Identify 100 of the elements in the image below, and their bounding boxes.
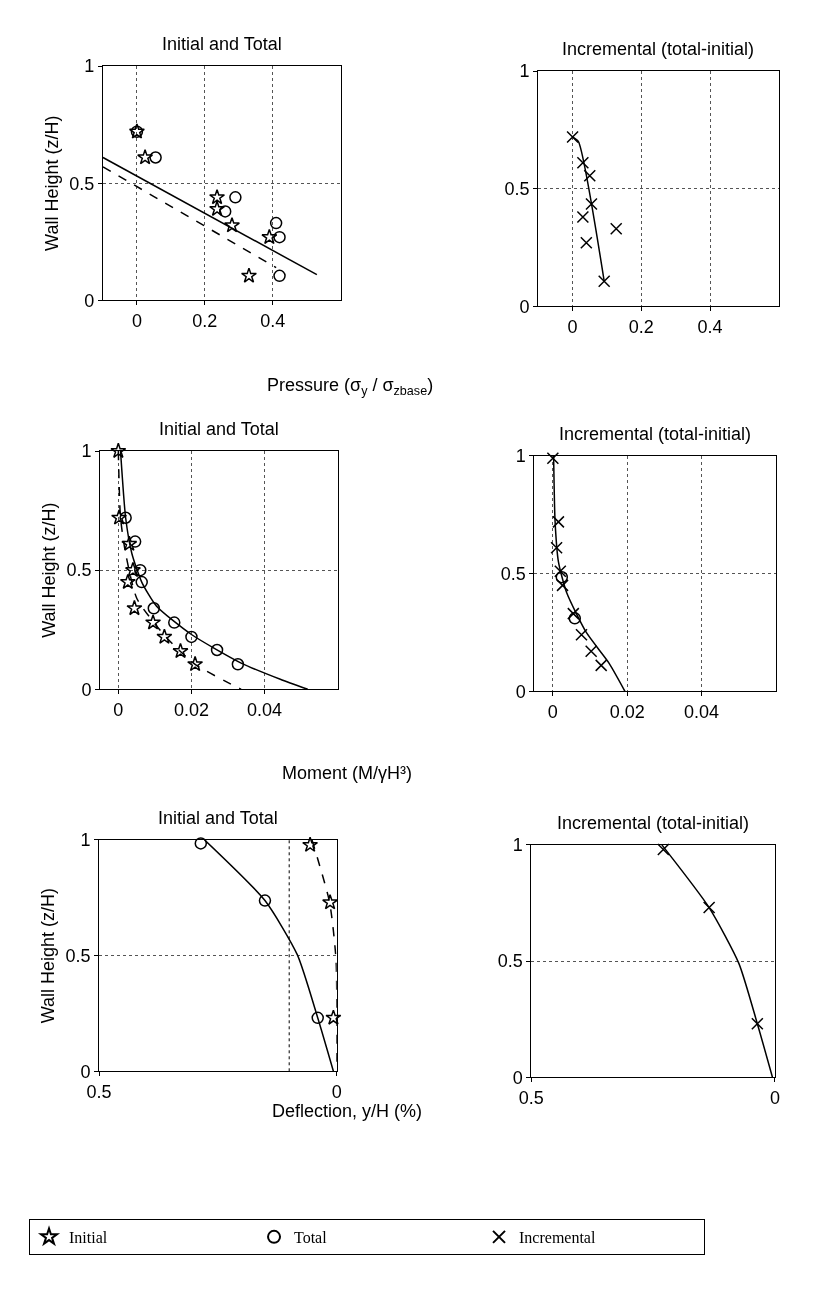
x-tick-label: 0 [567, 316, 578, 337]
point [128, 535, 142, 548]
chart-title: Incremental (total-initial) [559, 424, 752, 444]
point [302, 836, 319, 852]
y-tick-label: 0.5 [497, 951, 523, 972]
point [546, 452, 560, 465]
point [550, 541, 563, 554]
x-tick-label: 0 [547, 701, 558, 722]
point [751, 1017, 764, 1030]
point [566, 130, 579, 144]
chart-title: Initial and Total [159, 419, 279, 439]
y-tick-label: 0 [512, 1067, 523, 1088]
point [110, 509, 128, 525]
y-tick-label: 1 [84, 56, 95, 77]
point [609, 222, 623, 235]
y-axis-title: Wall Height (z/H) [41, 115, 62, 251]
point [554, 565, 567, 578]
point [137, 149, 154, 165]
y-axis-title: Wall Height (z/H) [37, 887, 58, 1024]
legend-label: Total [294, 1229, 328, 1247]
point [702, 901, 716, 914]
y-tick-label: 1 [80, 830, 91, 851]
y-tick-label: 1 [519, 61, 530, 82]
point [594, 659, 608, 672]
point [210, 643, 224, 657]
chart-title: Initial and Total [158, 808, 278, 828]
point [119, 511, 132, 525]
point [121, 535, 138, 551]
x-tick-label: 0 [331, 1081, 342, 1102]
point [552, 515, 565, 529]
y-tick-label: 0.5 [65, 945, 91, 966]
point [556, 579, 569, 592]
point [218, 205, 232, 218]
point [223, 217, 241, 233]
point [261, 228, 278, 245]
x-tick-label: 0 [769, 1087, 780, 1108]
y-tick-label: 1 [512, 835, 523, 856]
y-tick-label: 0.5 [500, 563, 526, 584]
x-tick-label: 0.2 [628, 316, 654, 337]
y-tick-label: 0 [81, 679, 92, 700]
point [567, 607, 580, 620]
point [580, 236, 593, 250]
point [187, 655, 204, 672]
y-tick-label: 0.5 [504, 178, 530, 199]
point [585, 197, 598, 211]
point [576, 210, 590, 224]
point [273, 269, 286, 283]
point [584, 645, 598, 658]
x-axis-title: Pressure (σ$_{y}$ / σ$_{z}$$_{base}$) [267, 375, 434, 398]
chart-title: Incremental (total-initial) [562, 39, 755, 59]
point [119, 573, 136, 590]
point [258, 894, 272, 907]
x-tick-label: 0.02 [609, 701, 645, 722]
point [124, 561, 142, 578]
y-axis-title: Wall Height (z/H) [38, 502, 59, 638]
point [322, 893, 339, 910]
y-tick-label: 0.5 [69, 173, 95, 194]
x-axis-title: Moment (M/γH³) [282, 763, 412, 783]
point [273, 230, 286, 244]
chart-title: Initial and Total [162, 34, 282, 54]
point [583, 169, 597, 182]
legend-label: Initial [69, 1229, 108, 1247]
point [172, 642, 189, 659]
point [149, 151, 162, 164]
point [311, 1011, 324, 1025]
point [575, 628, 588, 642]
x-tick-label: 0.4 [260, 311, 286, 332]
point [576, 156, 590, 170]
point [240, 267, 258, 283]
point [126, 599, 143, 616]
point [231, 658, 245, 671]
point [657, 843, 670, 856]
point [134, 563, 147, 577]
x-tick-label: 0.4 [697, 316, 723, 337]
y-tick-label: 0 [519, 296, 530, 317]
point [147, 602, 161, 615]
y-tick-label: 0 [515, 681, 526, 702]
chart-title: Incremental (total-initial) [557, 813, 750, 833]
point [194, 837, 208, 850]
point [229, 191, 242, 204]
y-tick-label: 0.5 [66, 560, 92, 581]
y-tick-label: 0 [84, 290, 95, 311]
point [144, 614, 162, 630]
legend-label: Incremental [519, 1229, 596, 1247]
point [568, 612, 582, 625]
point [168, 616, 181, 629]
point [325, 1009, 342, 1025]
x-tick-label: 0 [113, 699, 124, 720]
point [135, 575, 148, 589]
y-tick-label: 0 [80, 1061, 91, 1082]
point [269, 216, 283, 230]
point [110, 442, 127, 459]
point [208, 188, 226, 205]
point [597, 274, 611, 288]
point [156, 628, 173, 644]
point [208, 200, 226, 217]
x-axis-title: Deflection, y/H (%) [272, 1101, 423, 1121]
y-tick-label: 1 [81, 441, 92, 462]
point [555, 570, 569, 584]
y-tick-label: 1 [515, 446, 526, 467]
